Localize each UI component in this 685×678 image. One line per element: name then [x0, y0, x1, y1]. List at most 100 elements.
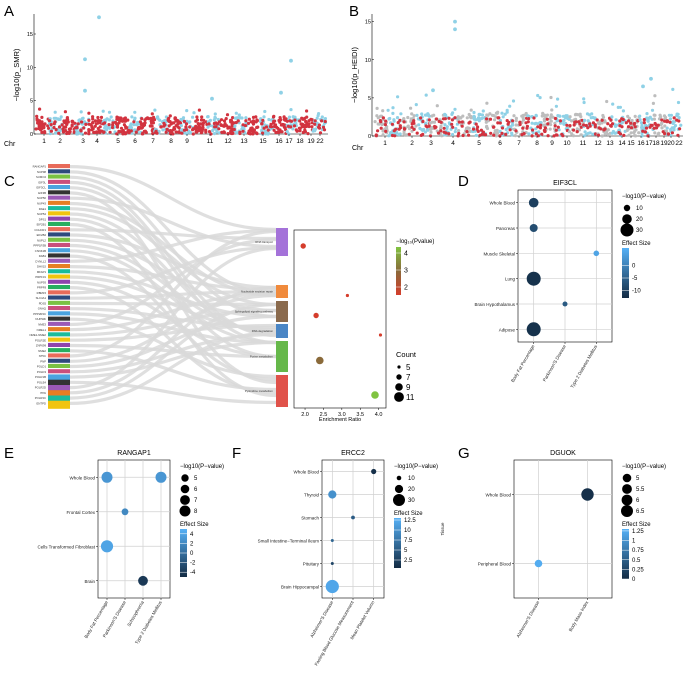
pathway-node	[276, 341, 288, 372]
pathway-label: RNA degradation	[252, 329, 274, 333]
xtick-label: 20	[667, 140, 675, 147]
snp-point-significant	[168, 131, 172, 136]
snp-point	[418, 126, 422, 130]
snp-point	[65, 116, 69, 120]
snp-point	[485, 101, 489, 105]
xtick-label: 18	[652, 140, 660, 147]
snp-point	[514, 119, 518, 123]
sankey-flow	[69, 237, 277, 327]
ytick-label: 10	[27, 65, 33, 71]
snp-point-significant	[641, 129, 645, 133]
snp-point-significant	[174, 124, 178, 128]
snp-point	[320, 115, 324, 119]
snp-point-significant	[443, 117, 447, 121]
snp-point	[262, 115, 266, 119]
snp-point	[179, 124, 183, 128]
snp-point	[652, 113, 656, 117]
snp-point	[621, 109, 626, 113]
snp-point-significant	[65, 118, 69, 122]
dot-point	[581, 488, 594, 501]
snp-point-significant	[68, 127, 72, 131]
row-label: Whole Blood	[69, 475, 95, 480]
snp-point	[501, 115, 505, 119]
xtick-label: 15	[627, 140, 635, 147]
snp-point-significant	[100, 129, 104, 133]
snp-point-significant	[496, 121, 500, 125]
dot-point	[528, 197, 539, 208]
snp-point-significant	[468, 120, 472, 124]
snp-point-significant	[207, 122, 211, 126]
snp-point-significant	[428, 134, 433, 138]
snp-point-significant	[217, 120, 221, 124]
sankey-flow	[69, 323, 277, 342]
gene-node	[48, 316, 70, 321]
color-legend-label: -5	[632, 276, 638, 282]
snp-point-significant	[381, 116, 385, 120]
snp-point	[473, 129, 477, 133]
snp-point	[675, 112, 679, 116]
snp-point	[149, 119, 153, 123]
gene-node	[48, 321, 70, 326]
row-label: Thyroid	[304, 493, 320, 498]
snp-point	[216, 117, 220, 122]
xtick-label: 1	[42, 138, 46, 145]
size-legend-label: 5.5	[636, 487, 645, 493]
snp-point	[287, 115, 292, 119]
snp-point-significant	[632, 122, 636, 126]
snp-point-significant	[234, 120, 238, 125]
col-label: Type 2 Diabetes Mellitus	[569, 343, 598, 389]
snp-point	[143, 118, 147, 122]
snp-point	[305, 109, 309, 113]
snp-point-significant	[437, 119, 441, 124]
xtick-label: 17	[285, 138, 293, 145]
snp-point-significant	[270, 125, 274, 129]
snp-point-significant	[90, 128, 94, 132]
snp-point-significant	[447, 116, 451, 120]
enrichment-xlabel: Enrichment Ratio	[319, 417, 361, 423]
snp-point	[538, 96, 542, 100]
gene-label: DAB1	[39, 254, 47, 258]
snp-point	[639, 121, 644, 125]
snp-point	[534, 127, 538, 131]
xtick-label: 9	[185, 138, 189, 145]
snp-point-significant	[588, 124, 592, 128]
snp-point-significant	[586, 126, 590, 130]
gene-label: PDS5	[39, 302, 47, 306]
snp-point-significant	[184, 122, 189, 126]
snp-point-significant	[292, 124, 297, 128]
snp-point	[454, 126, 458, 131]
snp-point	[472, 114, 476, 118]
panel-label-c: C	[4, 173, 15, 190]
size-legend-dot	[622, 484, 632, 494]
snp-point	[105, 117, 109, 121]
row-label: Stomach	[301, 516, 319, 521]
snp-point	[271, 115, 276, 119]
snp-point	[187, 120, 191, 124]
snp-point-significant	[450, 122, 454, 126]
snp-point-significant	[678, 127, 682, 131]
snp-point-significant	[642, 118, 646, 122]
snp-point-significant	[479, 128, 483, 132]
snp-point-significant	[73, 126, 78, 130]
snp-point	[567, 130, 572, 134]
snp-point-significant	[663, 119, 667, 123]
ytick-label: 15	[365, 20, 371, 26]
snp-point-significant	[663, 132, 667, 136]
snp-point-significant	[460, 120, 464, 124]
snp-point	[512, 114, 516, 118]
snp-point	[304, 119, 308, 124]
dotplot-rangap1: RANGAP1 Whole Blood Frontal Cortex Cells Tr…	[37, 450, 224, 645]
snp-point-significant	[436, 131, 441, 135]
snp-point-significant	[403, 127, 407, 131]
dot-point	[121, 508, 129, 516]
snp-point	[430, 125, 434, 130]
snp-point	[380, 122, 384, 127]
snp-point	[591, 132, 595, 136]
snp-point-significant	[531, 128, 535, 132]
snp-point	[424, 93, 428, 97]
snp-point-significant	[424, 124, 428, 128]
snp-point	[181, 116, 186, 120]
snp-point	[173, 116, 177, 120]
snp-point-significant	[217, 127, 221, 131]
gene-node	[48, 348, 70, 353]
